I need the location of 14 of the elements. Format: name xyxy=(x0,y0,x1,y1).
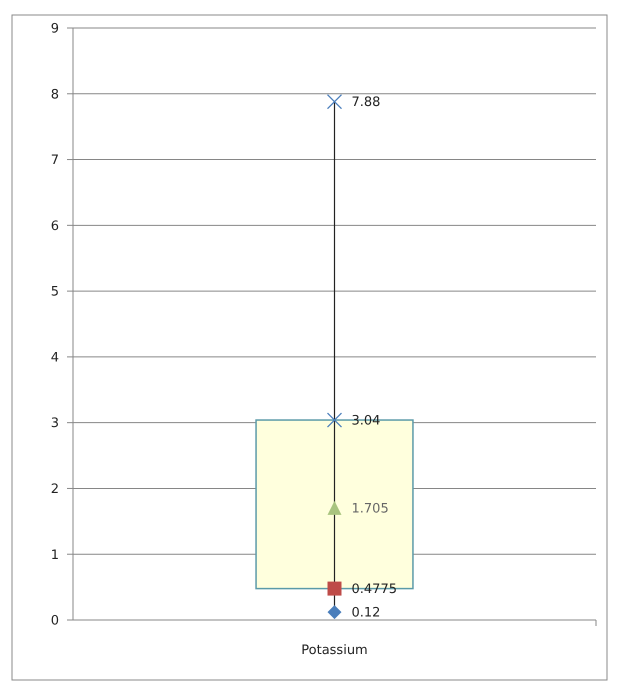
y-tick-label: 9 xyxy=(50,22,59,37)
x-tick-label: Potassium xyxy=(301,643,368,658)
y-tick-label: 5 xyxy=(50,284,59,300)
y-tick-label: 1 xyxy=(50,548,59,563)
y-tick-label: 6 xyxy=(50,218,59,234)
annotation: 1.705 xyxy=(352,501,389,516)
y-tick-label: 3 xyxy=(50,416,59,432)
y-tick-label: 0 xyxy=(50,614,59,629)
data-label: 7.88 xyxy=(352,95,380,110)
y-tick-label: 7 xyxy=(50,153,59,168)
y-tick-label: 4 xyxy=(50,350,59,366)
data-label: 0.12 xyxy=(352,606,380,621)
y-tick-label: 2 xyxy=(50,482,59,497)
y-tick-label: 8 xyxy=(50,87,59,102)
